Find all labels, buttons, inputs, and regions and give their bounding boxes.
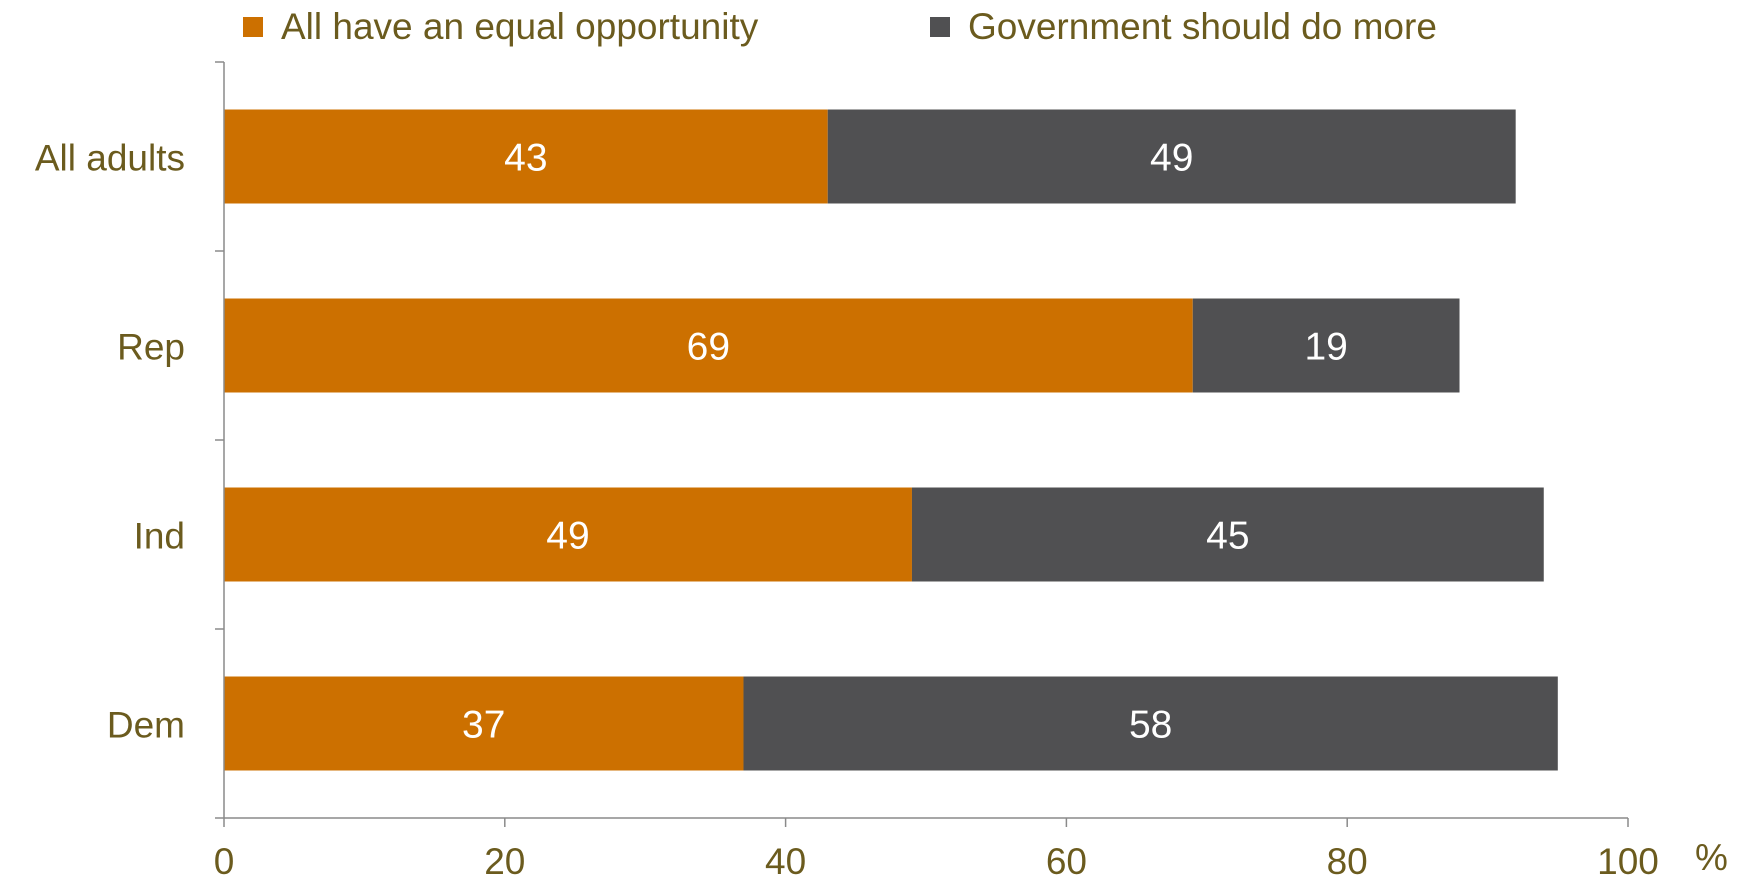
bar-ind-series-0 [224,487,912,582]
x-tick-label-80: 80 [1327,841,1368,880]
data-label-rep-series-1: 19 [1304,326,1347,369]
bar-dem-series-0 [224,676,744,771]
x-tick-label-20: 20 [484,841,525,880]
x-tick-label-0: 0 [214,841,235,880]
legend-label-government-do-more: Government should do more [968,6,1437,47]
data-label-ind-series-0: 49 [546,515,589,558]
category-label-dem: Dem [107,705,185,746]
x-tick-label-100: 100 [1597,841,1659,880]
category-label-all-adults: All adults [35,138,185,179]
legend-item-government-do-more: Government should do more [930,2,1437,52]
bar-all-adults-series-0 [224,109,828,204]
data-label-all-adults-series-1: 49 [1150,137,1193,180]
bar-rep-series-0 [224,298,1193,393]
bar-dem-series-1 [743,676,1558,771]
data-label-dem-series-1: 58 [1129,704,1172,747]
x-tick-label-40: 40 [765,841,806,880]
x-tick-label-60: 60 [1046,841,1087,880]
legend-item-equal-opportunity: All have an equal opportunity [243,2,758,52]
bar-ind-series-1 [911,487,1544,582]
bar-rep-series-1 [1192,298,1460,393]
bar-all-adults-series-1 [827,109,1516,204]
x-axis-unit-label: % [1695,837,1728,878]
data-label-dem-series-0: 37 [462,704,505,747]
data-label-all-adults-series-0: 43 [504,137,547,180]
category-label-ind: Ind [134,516,185,557]
legend-swatch-government-do-more [930,17,950,37]
data-label-rep-series-0: 69 [687,326,730,369]
legend-swatch-equal-opportunity [243,17,263,37]
legend-label-equal-opportunity: All have an equal opportunity [281,6,759,47]
chart-legend: All have an equal opportunity Government… [0,2,1742,52]
data-label-ind-series-1: 45 [1206,515,1249,558]
category-label-rep: Rep [117,327,185,368]
